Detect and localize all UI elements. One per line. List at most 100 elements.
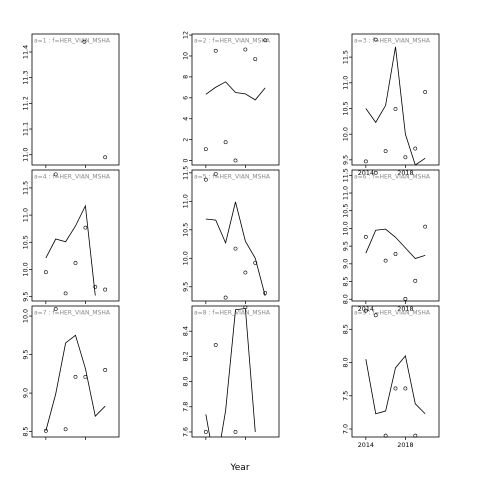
y-tick-label: 9.5 xyxy=(342,241,350,251)
data-point xyxy=(223,140,228,145)
y-tick-label: 11.0 xyxy=(22,148,30,162)
panel-label: a=2 : f=HER_VIAN_MSHA xyxy=(194,38,271,45)
panel-frame xyxy=(31,33,120,166)
y-tick-label: 10.0 xyxy=(22,262,30,276)
data-point xyxy=(203,177,208,182)
panel-label: a=7 : f=HER_VIAN_MSHA xyxy=(34,310,111,317)
panel-label: a=8 : f=HER_VIAN_MSHA xyxy=(194,310,271,317)
data-point xyxy=(263,291,268,295)
y-tick-label: 10.0 xyxy=(342,221,350,235)
y-tick-label: 4 xyxy=(182,117,190,121)
y-tick-label: 9.5 xyxy=(182,282,190,292)
y-tick-label: 9.5 xyxy=(22,349,30,359)
panel-label: a=5 : f=HER_VIAN_MSHA xyxy=(194,174,271,181)
y-tick-label: 9.0 xyxy=(22,388,30,398)
data-point xyxy=(83,225,88,230)
y-tick-label: 7.6 xyxy=(182,427,190,437)
y-tick-label: 7.8 xyxy=(182,402,190,412)
y-tick-label: 8.0 xyxy=(182,376,190,386)
data-point xyxy=(43,428,48,433)
y-tick-label: 8.4 xyxy=(182,326,190,336)
y-tick-label: 2 xyxy=(182,138,190,142)
y-tick-label: 10.0 xyxy=(182,251,190,265)
data-point xyxy=(263,38,268,43)
panel-frame xyxy=(351,33,440,166)
data-point xyxy=(383,149,388,154)
y-tick-label: 10 xyxy=(182,52,190,60)
y-tick-label: 8.2 xyxy=(182,351,190,361)
data-point xyxy=(93,284,98,289)
data-point xyxy=(243,47,248,52)
data-point xyxy=(413,278,418,283)
x-tick-label: 2018 xyxy=(397,441,413,449)
y-tick-label: 11.0 xyxy=(182,194,190,208)
data-point xyxy=(403,386,408,391)
y-tick-label: 11.5 xyxy=(342,168,350,182)
y-tick-label: 6 xyxy=(182,96,190,100)
y-tick-label: 11.5 xyxy=(342,50,350,64)
data-point xyxy=(363,308,368,313)
y-tick-label: 11.3 xyxy=(22,71,30,85)
panel-frame xyxy=(31,305,120,438)
y-tick-label: 9.5 xyxy=(22,292,30,302)
data-point xyxy=(373,313,378,318)
data-point xyxy=(393,386,398,391)
data-point xyxy=(43,270,48,275)
data-point xyxy=(73,374,78,379)
y-tick-label: 8.5 xyxy=(22,427,30,437)
y-tick-label: 7.0 xyxy=(342,424,350,434)
panel-label: a=3 : f=HER_VIAN_MSHA xyxy=(354,38,431,45)
panel-5: a=5 : f=HER_VIAN_MSHA 9.5 10.0 10.5 11.0 11.5 xyxy=(182,166,280,304)
y-tick-label: 0 xyxy=(182,159,190,163)
data-point xyxy=(423,90,428,94)
data-point xyxy=(413,433,418,438)
panel-frame xyxy=(191,169,280,302)
y-tick-label: 11.1 xyxy=(22,122,30,136)
series-line xyxy=(45,334,106,431)
y-tick-label: 7.5 xyxy=(342,391,350,401)
data-point xyxy=(373,170,378,175)
x-tick-label: 2018 xyxy=(397,305,413,313)
data-point xyxy=(393,107,398,111)
data-point xyxy=(213,172,218,176)
panel-8: a=6 : f=HER_VIAN_MSHA 8.0 8.5 9.0 9.5 10.0 10.… xyxy=(342,168,440,313)
data-point xyxy=(53,172,58,177)
y-tick-label: 8.0 xyxy=(342,294,350,304)
y-tick-label: 8.0 xyxy=(342,357,350,367)
panel-3: a=7 : f=HER_VIAN_MSHA 8.5 9.0 9.5 10.0 xyxy=(22,305,120,440)
panels-group: a=1 : f=HER_VIAN_MSHA 11.0 11.1 11.2 11.3 11.… xyxy=(22,31,440,449)
panel-label: a=1 : f=HER_VIAN_MSHA xyxy=(34,38,111,45)
y-tick-label: 11.0 xyxy=(342,186,350,200)
data-point xyxy=(213,48,218,53)
panel-6: a=8 : f=HER_VIAN_MSHA 7.6 7.8 8.0 8.2 8.4 xyxy=(182,305,280,440)
data-point xyxy=(233,430,238,434)
data-point xyxy=(383,258,388,263)
data-point xyxy=(403,155,408,160)
data-point xyxy=(83,374,88,379)
panel-frame xyxy=(191,305,280,438)
y-tick-label: 11.0 xyxy=(342,76,350,90)
data-point xyxy=(82,39,87,44)
y-tick-label: 8 xyxy=(182,75,190,79)
y-tick-label: 12 xyxy=(182,31,190,39)
panel-frame xyxy=(31,169,120,302)
series-line xyxy=(205,81,266,101)
panel-label: a=6 : f=HER_VIAN_MSHA xyxy=(354,174,431,181)
y-tick-label: 11.5 xyxy=(182,166,190,180)
data-point xyxy=(363,159,368,164)
data-point xyxy=(223,295,228,300)
y-tick-label: 8.5 xyxy=(342,276,350,286)
data-point xyxy=(203,147,208,151)
y-tick-label: 11.0 xyxy=(22,208,30,222)
x-tick-label: 2014 xyxy=(358,441,374,449)
data-point xyxy=(63,427,68,432)
x-tick-label: 2014 xyxy=(358,169,374,177)
data-point xyxy=(63,291,68,296)
panel-9: a=9 : f=HER_VIAN_MSHA 7.0 7.5 8.0 8.5 2014 201… xyxy=(342,305,440,449)
data-point xyxy=(213,343,218,347)
y-tick-label: 11.2 xyxy=(22,96,30,110)
panel-frame xyxy=(351,305,440,438)
x-axis-title: Year xyxy=(229,463,249,473)
data-point xyxy=(413,146,418,151)
data-point xyxy=(423,224,428,229)
